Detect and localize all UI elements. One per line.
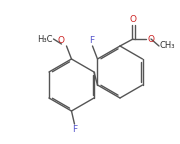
Text: F: F — [72, 125, 77, 134]
Text: O: O — [147, 35, 154, 43]
Text: O: O — [129, 15, 136, 24]
Text: CH₃: CH₃ — [160, 41, 176, 51]
Text: H₃C: H₃C — [37, 35, 53, 43]
Text: O: O — [57, 36, 64, 45]
Text: F: F — [89, 36, 94, 45]
